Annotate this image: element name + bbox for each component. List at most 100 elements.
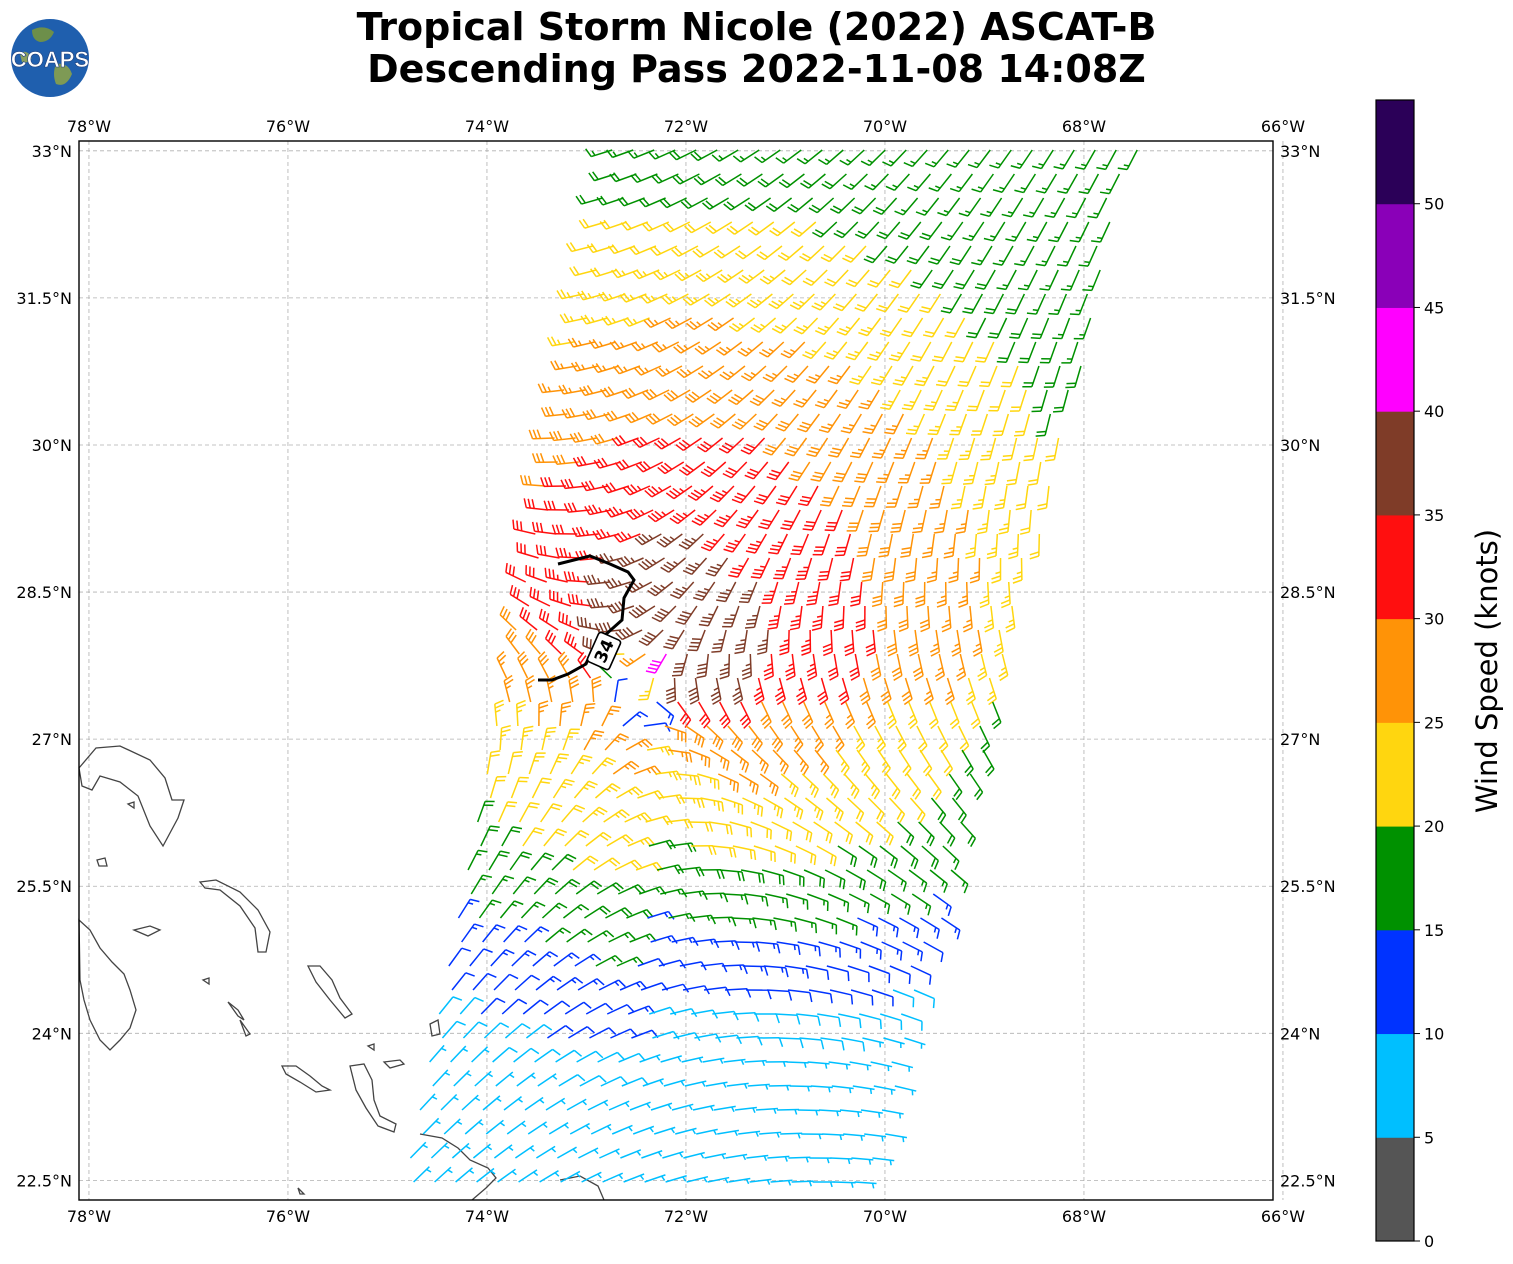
wind-barb — [704, 293, 731, 307]
wind-barb — [1009, 389, 1027, 412]
wind-barb — [992, 173, 1016, 193]
wind-barb — [921, 533, 936, 559]
wind-barb — [878, 533, 894, 558]
wind-barb — [586, 598, 613, 609]
wind-barb — [812, 533, 831, 556]
wind-barb — [505, 562, 527, 583]
wind-barb — [700, 461, 727, 478]
wind-barb — [1001, 197, 1024, 218]
wind-barb — [676, 365, 704, 379]
wind-barb — [967, 149, 991, 169]
wind-barb — [1026, 221, 1048, 242]
wind-barb — [971, 173, 995, 193]
wind-barb — [948, 557, 960, 584]
wind-barb — [750, 557, 771, 579]
wind-barb — [559, 701, 572, 727]
wind-barb — [865, 629, 877, 657]
wind-barb — [877, 605, 888, 632]
wind-barb — [876, 461, 895, 484]
wind-barb — [867, 269, 891, 288]
wind-barb — [622, 317, 650, 327]
wind-barb — [905, 413, 926, 435]
wind-barb — [820, 245, 846, 263]
wind-barb — [1026, 293, 1047, 315]
wind-barb — [767, 605, 782, 630]
wind-barb — [769, 221, 796, 237]
wind-barb — [541, 726, 557, 751]
colorbar-swatch — [1376, 307, 1414, 412]
wind-barb — [958, 197, 982, 217]
wind-barb — [800, 173, 826, 189]
wind-barb — [919, 461, 937, 484]
wind-barb — [821, 173, 847, 190]
wind-barb — [846, 509, 864, 532]
wind-barb — [868, 509, 885, 533]
wind-barb — [598, 291, 626, 302]
wind-barb — [558, 611, 580, 631]
colorbar-swatches — [1376, 100, 1414, 1242]
wind-barb — [802, 269, 828, 287]
wind-barb — [926, 557, 939, 584]
wind-barb — [880, 677, 892, 706]
wind-barb — [762, 365, 788, 383]
wind-barb — [665, 485, 693, 500]
wind-barb — [740, 365, 767, 382]
wind-barb — [898, 749, 912, 777]
colorbar-swatch — [1376, 100, 1414, 205]
wind-barb — [833, 605, 845, 632]
wind-barb — [591, 675, 602, 703]
wind-barb — [563, 571, 589, 583]
wind-barb — [696, 653, 710, 679]
wind-barb — [512, 519, 536, 535]
wind-barb — [599, 219, 628, 230]
wind-barb — [746, 293, 773, 309]
wind-barb — [669, 509, 696, 525]
wind-barb — [709, 749, 730, 771]
wind-barb — [766, 461, 790, 481]
wind-barb — [797, 413, 820, 433]
wind-barb — [914, 365, 935, 387]
wind-barb — [630, 173, 658, 184]
wind-barb — [687, 629, 706, 652]
wind-barb — [1069, 293, 1089, 316]
wind-barb — [840, 413, 862, 434]
wind-barb — [856, 533, 873, 557]
wind-barb — [893, 581, 905, 608]
wind-barb — [844, 629, 855, 657]
wind-barb — [737, 341, 764, 357]
wind-barb — [653, 269, 681, 281]
wind-barb — [678, 533, 704, 550]
wind-barb — [969, 557, 981, 584]
wind-barb — [832, 461, 853, 483]
wind-barb — [1073, 317, 1092, 340]
wind-barb — [716, 269, 744, 283]
wind-barb — [931, 341, 953, 363]
wind-barb — [633, 365, 662, 376]
wind-barb — [714, 173, 742, 187]
wind-barb — [600, 386, 628, 398]
wind-barb — [984, 605, 995, 633]
wind-barb — [517, 651, 529, 679]
colorbar-swatch — [1376, 411, 1414, 516]
wind-barb — [588, 338, 616, 349]
wind-barb — [1000, 365, 1019, 388]
island-exuma — [78, 918, 137, 1051]
wind-barb — [664, 317, 692, 330]
wind-barb — [980, 197, 1003, 218]
wind-barb — [780, 341, 806, 359]
wind-barb — [722, 605, 740, 628]
wind-barb — [974, 269, 996, 290]
wind-barb — [827, 653, 839, 681]
wind-barb — [1117, 149, 1138, 171]
wind-barb — [688, 413, 715, 428]
wind-barb — [793, 389, 817, 408]
wind-barb — [987, 317, 1008, 339]
wind-barb — [709, 485, 735, 503]
wind-barb — [592, 528, 620, 540]
wind-barb — [713, 509, 738, 528]
wind-barb — [919, 221, 943, 241]
wind-barb — [866, 701, 876, 730]
wind-barb — [499, 724, 511, 751]
wind-barb — [783, 581, 800, 605]
wind-barb — [970, 413, 989, 436]
